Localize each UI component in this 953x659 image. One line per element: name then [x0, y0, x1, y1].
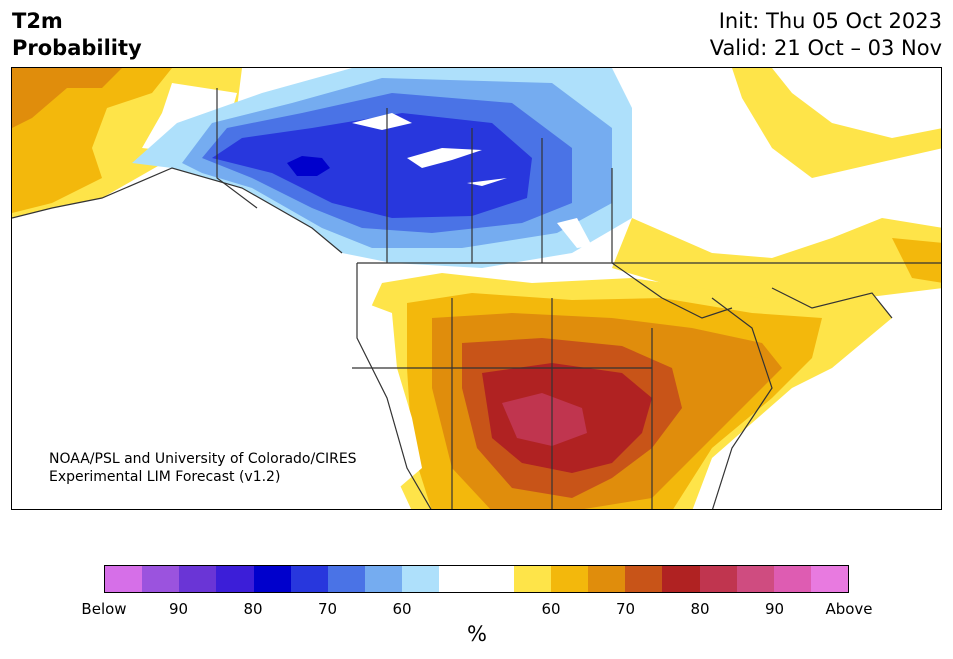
colorbar-tick-label: Below: [81, 600, 127, 618]
east-warm-65: [892, 238, 941, 283]
east-warm-60: [612, 218, 941, 318]
hudson-white-3: [467, 178, 507, 186]
colorbar-segment: [773, 566, 811, 592]
colorbar-tick-label: 80: [243, 600, 263, 618]
colorbar-segment: [736, 566, 774, 592]
greenland-white: [772, 68, 941, 138]
hudson-white-4: [557, 218, 592, 248]
colorbar-segment: [662, 566, 700, 592]
colorbar-segment: [179, 566, 217, 592]
colorbar-segment: [588, 566, 626, 592]
colorbar: [104, 565, 849, 593]
colorbar-segment: [142, 566, 180, 592]
colorbar-segment: [810, 566, 849, 592]
credit-line-1: NOAA/PSL and University of Colorado/CIRE…: [49, 451, 357, 467]
colorbar-tick-label: 80: [690, 600, 710, 618]
canada-cold-85: [287, 156, 330, 176]
colorbar-tick-label: 70: [615, 600, 636, 618]
colorbar-segment: [439, 566, 477, 592]
colorbar-segment: [625, 566, 663, 592]
colorbar-unit: %: [467, 622, 487, 646]
colorbar-segment: [105, 566, 143, 592]
map-canvas: [12, 68, 941, 509]
colorbar-segment: [290, 566, 328, 592]
map-panel: [11, 67, 942, 510]
alaska-warm-65: [12, 68, 172, 213]
colorbar-segment: [513, 566, 551, 592]
colorbar-tick-label: 90: [168, 600, 189, 618]
colorbar-segment: [402, 566, 440, 592]
colorbar-tick-label: Above: [825, 600, 873, 618]
boundary-lines: [12, 88, 941, 509]
map-title-type: Probability: [12, 36, 142, 60]
colorbar-segment: [699, 566, 737, 592]
colorbar-segment: [216, 566, 254, 592]
colorbar-tick-label: 60: [541, 600, 561, 618]
alaska-warm-70: [12, 68, 122, 128]
map-title: T2m Probability: [12, 8, 142, 62]
colorbar-tick-label: 70: [317, 600, 338, 618]
valid-period: Valid: 21 Oct – 03 Nov: [709, 36, 942, 60]
colorbar-tick-label: 90: [764, 600, 785, 618]
forecast-dates: Init: Thu 05 Oct 2023 Valid: 21 Oct – 03…: [710, 8, 942, 62]
west-coast-white: [302, 298, 422, 509]
init-date: Init: Thu 05 Oct 2023: [718, 9, 942, 33]
credit-line-2: Experimental LIM Forecast (v1.2): [49, 469, 281, 485]
hudson-white-1: [352, 113, 412, 130]
colorbar-segment: [550, 566, 589, 592]
map-title-variable: T2m: [12, 9, 63, 33]
us-warm-85: [502, 393, 587, 446]
credit-text: NOAA/PSL and University of Colorado/CIRE…: [49, 450, 357, 486]
colorbar-segment: [365, 566, 403, 592]
colorbar-segment: [327, 566, 366, 592]
colorbar-tick-label: 60: [392, 600, 412, 618]
colorbar-segment: [253, 566, 291, 592]
colorbar-segment: [476, 566, 514, 592]
hudson-white-2: [407, 148, 482, 168]
canada-cold-80: [212, 113, 532, 218]
